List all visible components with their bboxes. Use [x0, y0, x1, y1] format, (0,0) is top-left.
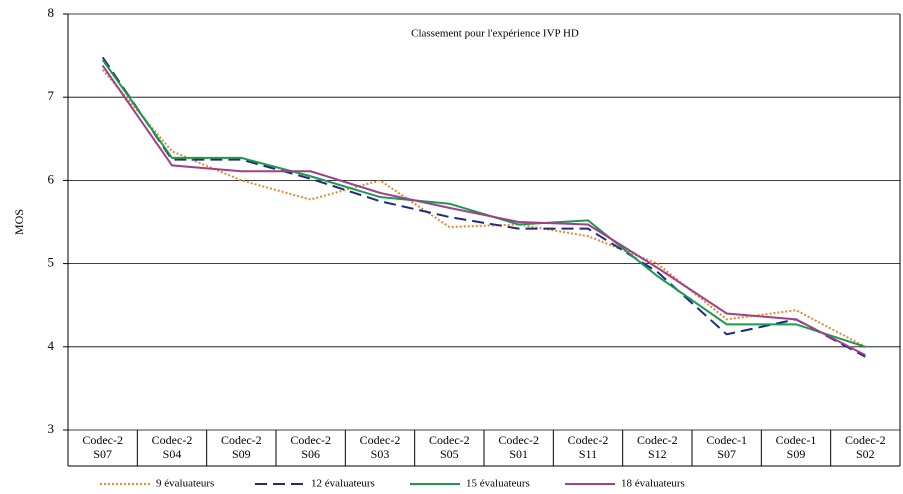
chart-title: Classement pour l'expérience IVP HD [411, 28, 579, 40]
x-tick-label: Codec-2 S12 [637, 433, 678, 461]
x-tick-label: Codec-2 S09 [221, 433, 262, 461]
legend-label: 9 évaluateurs [156, 478, 214, 490]
series-line [101, 65, 866, 357]
y-tick-label: 6 [48, 171, 55, 186]
legend-label: 12 évaluateurs [311, 478, 375, 490]
series-line [101, 59, 866, 348]
y-tick-label: 8 [48, 5, 55, 20]
series-line [101, 56, 866, 358]
x-tick-label: Codec-2 S02 [845, 433, 886, 461]
x-tick-label: Codec-2 S04 [152, 433, 193, 461]
y-axis-label: MOS [12, 209, 26, 235]
y-tick-label: 7 [48, 88, 55, 103]
x-tick-label: Codec-2 S03 [360, 433, 401, 461]
y-tick-label: 3 [48, 421, 55, 436]
legend-label: 15 évaluateurs [466, 478, 530, 490]
y-tick-label: 5 [48, 255, 55, 270]
x-tick-label: Codec-2 S07 [82, 433, 123, 461]
x-tick-label: Codec-2 S05 [429, 433, 470, 461]
legend-label: 18 évaluateurs [621, 478, 685, 490]
x-tick-label: Codec-2 S06 [290, 433, 331, 461]
series-line [101, 69, 866, 348]
x-tick-label: Codec-2 S01 [498, 433, 539, 461]
x-tick-label: Codec-1 S07 [706, 433, 747, 461]
x-tick-label: Codec-2 S11 [568, 433, 609, 461]
x-tick-label: Codec-1 S09 [776, 433, 817, 461]
y-tick-label: 4 [48, 338, 55, 353]
